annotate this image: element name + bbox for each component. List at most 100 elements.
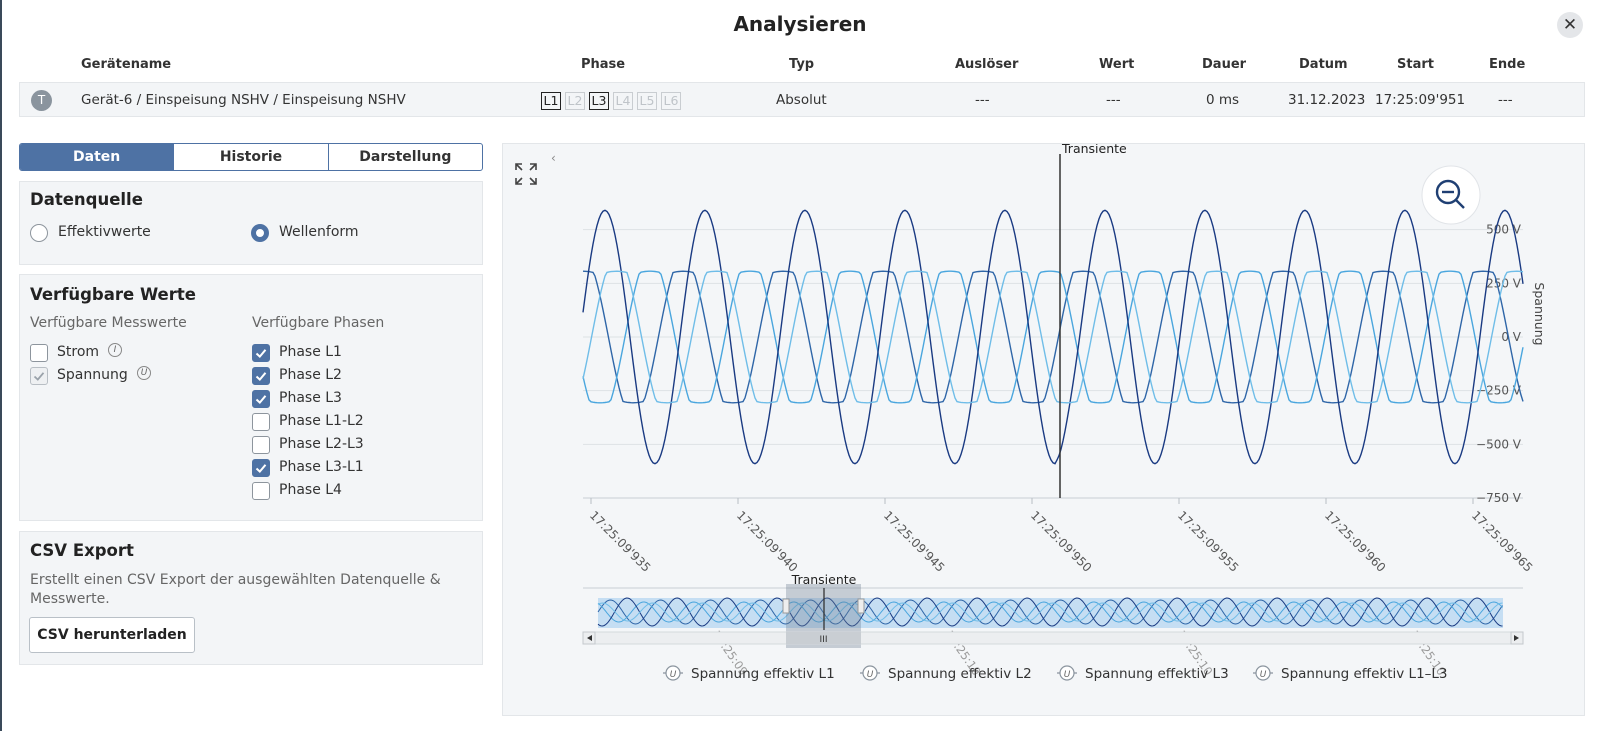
x-tick-label: 17:25:09'945 [881, 508, 948, 575]
phase-indicator-l5: L5 [637, 92, 657, 110]
zoom-out-icon-lens [1435, 179, 1461, 205]
fullscreen-icon[interactable] [515, 163, 537, 185]
y-tick-label: 0 V [1501, 330, 1521, 344]
legend-icon-label: U [1064, 670, 1071, 680]
transient-marker-label: Transiente [1061, 144, 1127, 156]
table-row[interactable] [19, 82, 1585, 117]
header-trigger[interactable]: Auslöser [955, 57, 1019, 72]
header-type[interactable]: Typ [789, 57, 815, 72]
current-info-icon: I [108, 343, 122, 357]
series-line-l1 [582, 270, 1524, 404]
radio-wellenform-label[interactable]: Wellenform [279, 224, 359, 240]
x-tick-label: 17:25:09'960 [1322, 508, 1389, 575]
dialog-title: Analysieren [733, 12, 867, 36]
phase-indicator-l2: L2 [565, 92, 585, 110]
navigator-handle-left[interactable] [782, 598, 790, 614]
scroll-left-arrow-icon [587, 635, 592, 641]
navigator-scroll-thumb[interactable] [786, 632, 861, 644]
cell-device: Gerät-6 / Einspeisung NSHV / Einspeisung… [81, 92, 406, 108]
cell-trigger: --- [975, 92, 990, 108]
checkbox-phase-l3[interactable] [252, 390, 270, 408]
legend-voltage-icon [862, 665, 878, 681]
label-phase-l2[interactable]: Phase L2 [279, 367, 342, 383]
header-end[interactable]: Ende [1489, 57, 1526, 72]
scroll-grip-icon: III [820, 635, 828, 645]
avatar: T [31, 90, 52, 111]
csv-description: Erstellt einen CSV Export der ausgewählt… [30, 572, 441, 607]
checkbox-phase-l2-l3[interactable] [252, 436, 270, 454]
x-tick-label: 17:25:09'965 [1469, 508, 1536, 575]
checkbox-phase-l2[interactable] [252, 367, 270, 385]
window-edge [0, 0, 2, 731]
checkbox-phase-l1[interactable] [252, 344, 270, 362]
cell-duration: 0 ms [1206, 92, 1240, 108]
csv-download-button[interactable]: CSV herunterladen [29, 617, 195, 653]
legend-icon-label: U [867, 670, 874, 680]
checkbox-phase-l3-l1[interactable] [252, 459, 270, 477]
checkbox-phase-l1-l2[interactable] [252, 413, 270, 431]
tab-historie[interactable]: Historie [173, 144, 327, 170]
available-values-panel: Verfügbare Werte Verfügbare Messwerte Ve… [19, 274, 483, 521]
radio-effektivwerte-label[interactable]: Effektivwerte [58, 224, 151, 240]
header-duration[interactable]: Dauer [1202, 57, 1247, 72]
navigator-series-2 [597, 597, 1503, 627]
fullscreen-icon-path [515, 163, 537, 185]
x-tick-label: 17:25:09'940 [734, 508, 801, 575]
y-axis-label: Spannung [1532, 282, 1547, 345]
header-device[interactable]: Gerätename [81, 57, 172, 72]
header-start[interactable]: Start [1397, 57, 1434, 72]
radio-wellenform[interactable] [251, 224, 269, 242]
waveform-series-group [582, 209, 1524, 465]
header-value[interactable]: Wert [1099, 57, 1135, 72]
collapse-chevron-icon[interactable]: ‹ [551, 151, 556, 165]
label-phase-l3-l1[interactable]: Phase L3-L1 [279, 459, 364, 475]
checkbox-strom[interactable] [30, 344, 48, 362]
label-strom[interactable]: Strom [57, 344, 100, 360]
radio-effektivwerte[interactable] [30, 224, 48, 242]
header-date[interactable]: Datum [1299, 57, 1348, 72]
check-icon [255, 464, 267, 474]
legend-voltage-icon [665, 665, 681, 681]
series-line-l2 [582, 270, 1524, 404]
available-title: Verfügbare Werte [30, 285, 196, 304]
navigator-scrollbar[interactable] [582, 631, 1524, 645]
check-icon [255, 395, 267, 405]
datasource-title: Datenquelle [30, 190, 143, 209]
navigator-series-3 [597, 602, 1503, 622]
legend-icon-label: U [670, 670, 677, 680]
label-phase-l4[interactable]: Phase L4 [279, 482, 342, 498]
cell-start: 17:25:09'951 [1375, 92, 1466, 108]
phase-indicator-l6: L6 [661, 92, 681, 110]
label-phase-l3[interactable]: Phase L3 [279, 390, 342, 406]
label-spannung: Spannung [57, 367, 128, 383]
tab-daten[interactable]: Daten [20, 144, 174, 170]
legend-icon-label: U [1260, 670, 1267, 680]
legend-voltage-icon [1255, 665, 1271, 681]
tab-darstellung[interactable]: Darstellung [327, 144, 482, 170]
label-phase-l2-l3[interactable]: Phase L2-L3 [279, 436, 364, 452]
zoom-out-button[interactable] [1421, 165, 1481, 225]
navigator-handle-right[interactable] [857, 598, 865, 614]
series-line-l3 [582, 209, 1524, 465]
label-phase-l1[interactable]: Phase L1 [279, 344, 342, 360]
cell-date: 31.12.2023 [1288, 92, 1366, 108]
cell-value: --- [1106, 92, 1121, 108]
close-button[interactable]: ✕ [1557, 12, 1583, 38]
check-icon [255, 349, 267, 359]
tab-bar: Daten Historie Darstellung [19, 143, 483, 171]
checkbox-phase-l4[interactable] [252, 482, 270, 500]
phase-indicator-l1: L1 [541, 92, 561, 110]
legend-item[interactable]: U Spannung effektiv L1–L3 [1253, 665, 1448, 682]
cell-type: Absolut [776, 92, 827, 108]
datasource-panel: Datenquelle Effektivwerte Wellenform [19, 181, 483, 265]
label-phase-l1-l2[interactable]: Phase L1-L2 [279, 413, 364, 429]
legend-item[interactable]: U Spannung effektiv L1 [663, 665, 835, 682]
header-phase[interactable]: Phase [581, 57, 626, 72]
x-tick-label: 17:25:09'955 [1175, 508, 1242, 575]
legend-item[interactable]: U Spannung effektiv L2 [860, 665, 1032, 682]
legend-item[interactable]: U Spannung effektiv L3 [1057, 665, 1229, 682]
y-tick-label: 250 V [1486, 276, 1522, 290]
csv-export-panel: CSV Export Erstellt einen CSV Export der… [19, 531, 483, 665]
